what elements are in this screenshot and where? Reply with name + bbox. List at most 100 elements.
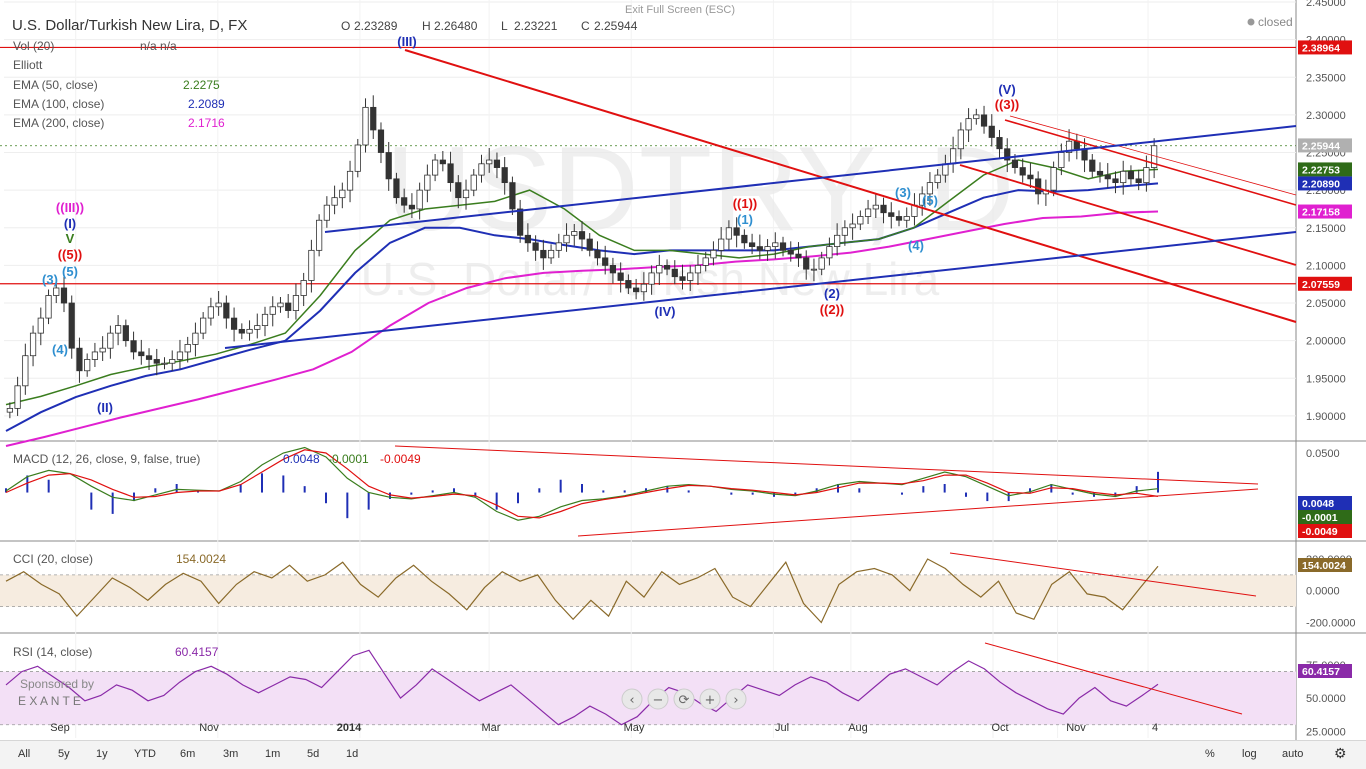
settings-gear-icon[interactable]: ⚙ (1334, 745, 1347, 761)
candle-body (764, 246, 771, 251)
candle-body (841, 227, 848, 236)
navigation-controls: ‹ − ⟳ + › (621, 688, 747, 710)
legend-label: Elliott (13, 58, 43, 72)
exit-fullscreen-button[interactable]: Exit Full Screen (ESC) (625, 4, 735, 16)
candle-body (53, 287, 60, 296)
log-scale-button[interactable]: log (1242, 748, 1257, 760)
candle-body (872, 204, 879, 210)
macd-tag-label: 0.0048 (1302, 498, 1334, 510)
candle-body (60, 287, 68, 304)
price-tick-label: 2.35000 (1306, 72, 1346, 84)
macd-value: 0.0048 (283, 452, 320, 466)
candle-body (207, 306, 214, 319)
candle-body (834, 234, 841, 247)
price-axis: 2.450002.400002.350002.300002.250002.200… (1298, 0, 1356, 738)
candle-body (1065, 140, 1073, 153)
macd-trend-line (577, 488, 1259, 537)
candle-body (300, 280, 307, 296)
candle-body (950, 148, 957, 165)
ema200-line (5, 210, 1159, 447)
ohlc-value: L (501, 19, 508, 33)
price-tick-label: 2.45000 (1306, 0, 1346, 9)
range-1y-button[interactable]: 1y (96, 748, 108, 760)
price-tick-label: 1.95000 (1306, 373, 1346, 385)
candle-body (308, 249, 315, 281)
candle-body (200, 317, 207, 334)
candle-body (292, 295, 300, 311)
range-5d-button[interactable]: 5d (307, 748, 320, 760)
percent-scale-button[interactable]: % (1205, 748, 1215, 760)
candle-body (107, 332, 114, 349)
price-tick-label: 2.00000 (1306, 336, 1346, 348)
price-tag-label: 2.07559 (1302, 279, 1340, 291)
candle-body (895, 216, 903, 221)
candle-body (818, 257, 825, 270)
range-1m-button[interactable]: 1m (265, 748, 281, 760)
candle-body (1104, 174, 1111, 180)
candle-body (826, 246, 833, 259)
range-6m-button[interactable]: 6m (180, 748, 196, 760)
reset-icon[interactable] (673, 688, 695, 710)
grid (4, 0, 1296, 738)
auto-scale-button[interactable]: auto (1282, 748, 1304, 760)
elliott-labels: (III)(V)((3))((III))(I)V((5))(3)(5)(4)(I… (42, 34, 1019, 415)
range-5y-button[interactable]: 5y (58, 748, 70, 760)
candle-body (903, 216, 910, 221)
price-panel (0, 46, 1297, 447)
candle-body (741, 234, 748, 244)
legend-value: 2.2089 (188, 97, 225, 111)
candle-body (980, 114, 988, 127)
candle-body (416, 189, 423, 210)
candle-body (501, 167, 508, 184)
elliott-wave-label: (3) (42, 272, 58, 287)
candle-body (864, 208, 872, 217)
elliott-wave-label: (III) (397, 34, 417, 49)
ohlc-value: 2.25944 (594, 19, 638, 33)
cci-tick-label: -200.0000 (1306, 617, 1356, 629)
range-all-button[interactable]: All (18, 748, 31, 760)
candle-body (153, 359, 160, 364)
price-tag-box (1298, 176, 1352, 191)
range-3m-button[interactable]: 3m (223, 748, 239, 760)
candle-body (857, 216, 864, 225)
scroll-left-icon[interactable] (621, 688, 643, 710)
candle-body (988, 125, 995, 138)
range-1d-button[interactable]: 1d (346, 748, 359, 760)
elliott-wave-label: (1) (737, 212, 753, 227)
macd-tag-box (1298, 510, 1352, 524)
zoom-in-icon[interactable] (699, 688, 721, 710)
legend: U.S. Dollar/Turkish New Lira, D, FX O 2.23… (12, 4, 1293, 659)
cci-tag-label: 154.0024 (1302, 560, 1346, 572)
candle-body (439, 159, 446, 165)
elliott-wave-label: ((3)) (995, 97, 1020, 112)
macd-tag-box (1298, 496, 1352, 510)
candle-body (1089, 159, 1096, 172)
elliott-wave-label: ((III)) (56, 200, 84, 215)
legend-label: EMA (100, close) (13, 97, 104, 111)
legend-label: EMA (50, close) (13, 78, 98, 92)
scroll-right-icon[interactable] (725, 688, 747, 710)
price-tick-label: 1.90000 (1306, 411, 1346, 423)
rsi-panel: Sponsored by E X A N T E ‹ − ⟳ + › (0, 642, 1296, 726)
candle-body (478, 163, 485, 176)
sponsor-label: Sponsored by (20, 677, 94, 691)
legend-value: 2.1716 (188, 116, 225, 130)
candle-body (563, 234, 570, 244)
candle-body (679, 276, 686, 281)
candle-body (76, 347, 83, 372)
candle-body (710, 249, 717, 259)
range-ytd-button[interactable]: YTD (134, 748, 156, 760)
cci-trend-line (949, 552, 1257, 597)
rsi-tick-label: 50.0000 (1306, 693, 1346, 705)
candle-body (68, 302, 75, 349)
candle-body (849, 223, 856, 229)
zoom-out-icon[interactable] (647, 688, 669, 710)
candle-body (130, 340, 137, 353)
rsi-line (5, 649, 1159, 726)
bottom-toolbar: All 5y 1y YTD 6m 3m 1m 5d 1d % log auto … (0, 740, 1366, 769)
time-tick-label: Aug (848, 722, 868, 734)
legend-label: Vol (20) (13, 39, 54, 53)
trend-line (959, 164, 1297, 266)
price-tag-box (1298, 162, 1352, 177)
candle-body (748, 242, 756, 247)
